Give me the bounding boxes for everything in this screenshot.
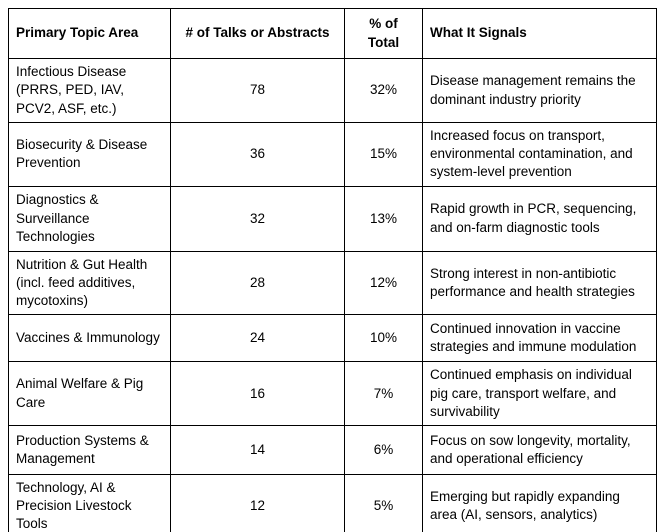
topic-cell: Diagnostics & Surveillance Technologies [8,185,171,252]
header-row: Primary Topic Area # of Talks or Abstrac… [8,8,657,59]
header-cell-primary-topic-area: Primary Topic Area [8,8,171,59]
count-cell: 32 [170,185,345,252]
table-row: Vaccines & Immunology 24 10% Continued i… [8,314,657,363]
signal-cell: Strong interest in non-antibiotic perfor… [422,250,657,316]
signal-cell: Rapid growth in PCR, sequencing, and on-… [422,185,657,252]
count-cell: 78 [170,58,345,123]
table-row: Biosecurity & Disease Prevention 36 15% … [8,122,657,187]
count-cell: 16 [170,361,345,426]
topic-summary-table: Primary Topic Area # of Talks or Abstrac… [8,8,657,532]
count-cell: 28 [170,250,345,316]
percent-cell: 6% [344,424,423,475]
percent-cell: 12% [344,250,423,316]
count-cell: 36 [170,122,345,187]
count-cell: 12 [170,473,345,532]
topic-cell: Nutrition & Gut Health (incl. feed addit… [8,250,171,316]
topic-cell: Animal Welfare & Pig Care [8,361,171,426]
table-row: Technology, AI & Precision Livestock Too… [8,473,657,532]
count-cell: 14 [170,424,345,475]
table-row: Nutrition & Gut Health (incl. feed addit… [8,250,657,316]
signal-cell: Disease management remains the dominant … [422,58,657,123]
signal-cell: Continued innovation in vaccine strategi… [422,314,657,363]
signal-cell: Emerging but rapidly expanding area (AI,… [422,473,657,532]
percent-cell: 5% [344,473,423,532]
header-cell-percent-of-total: % of Total [344,8,423,59]
topic-cell: Production Systems & Management [8,424,171,475]
header-cell-talks-count: # of Talks or Abstracts [170,8,345,59]
topic-cell: Biosecurity & Disease Prevention [8,122,171,187]
topic-cell: Vaccines & Immunology [8,314,171,363]
table-row: Animal Welfare & Pig Care 16 7% Continue… [8,361,657,426]
topic-cell: Infectious Disease (PRRS, PED, IAV, PCV2… [8,58,171,123]
percent-cell: 15% [344,122,423,187]
table-row: Production Systems & Management 14 6% Fo… [8,424,657,475]
table-row: Infectious Disease (PRRS, PED, IAV, PCV2… [8,58,657,123]
signal-cell: Increased focus on transport, environmen… [422,122,657,187]
count-cell: 24 [170,314,345,363]
percent-cell: 10% [344,314,423,363]
table-row: Diagnostics & Surveillance Technologies … [8,185,657,252]
percent-cell: 13% [344,185,423,252]
percent-cell: 7% [344,361,423,426]
topic-cell: Technology, AI & Precision Livestock Too… [8,473,171,532]
percent-cell: 32% [344,58,423,123]
signal-cell: Continued emphasis on individual pig car… [422,361,657,426]
signal-cell: Focus on sow longevity, mortality, and o… [422,424,657,475]
header-cell-what-it-signals: What It Signals [422,8,657,59]
